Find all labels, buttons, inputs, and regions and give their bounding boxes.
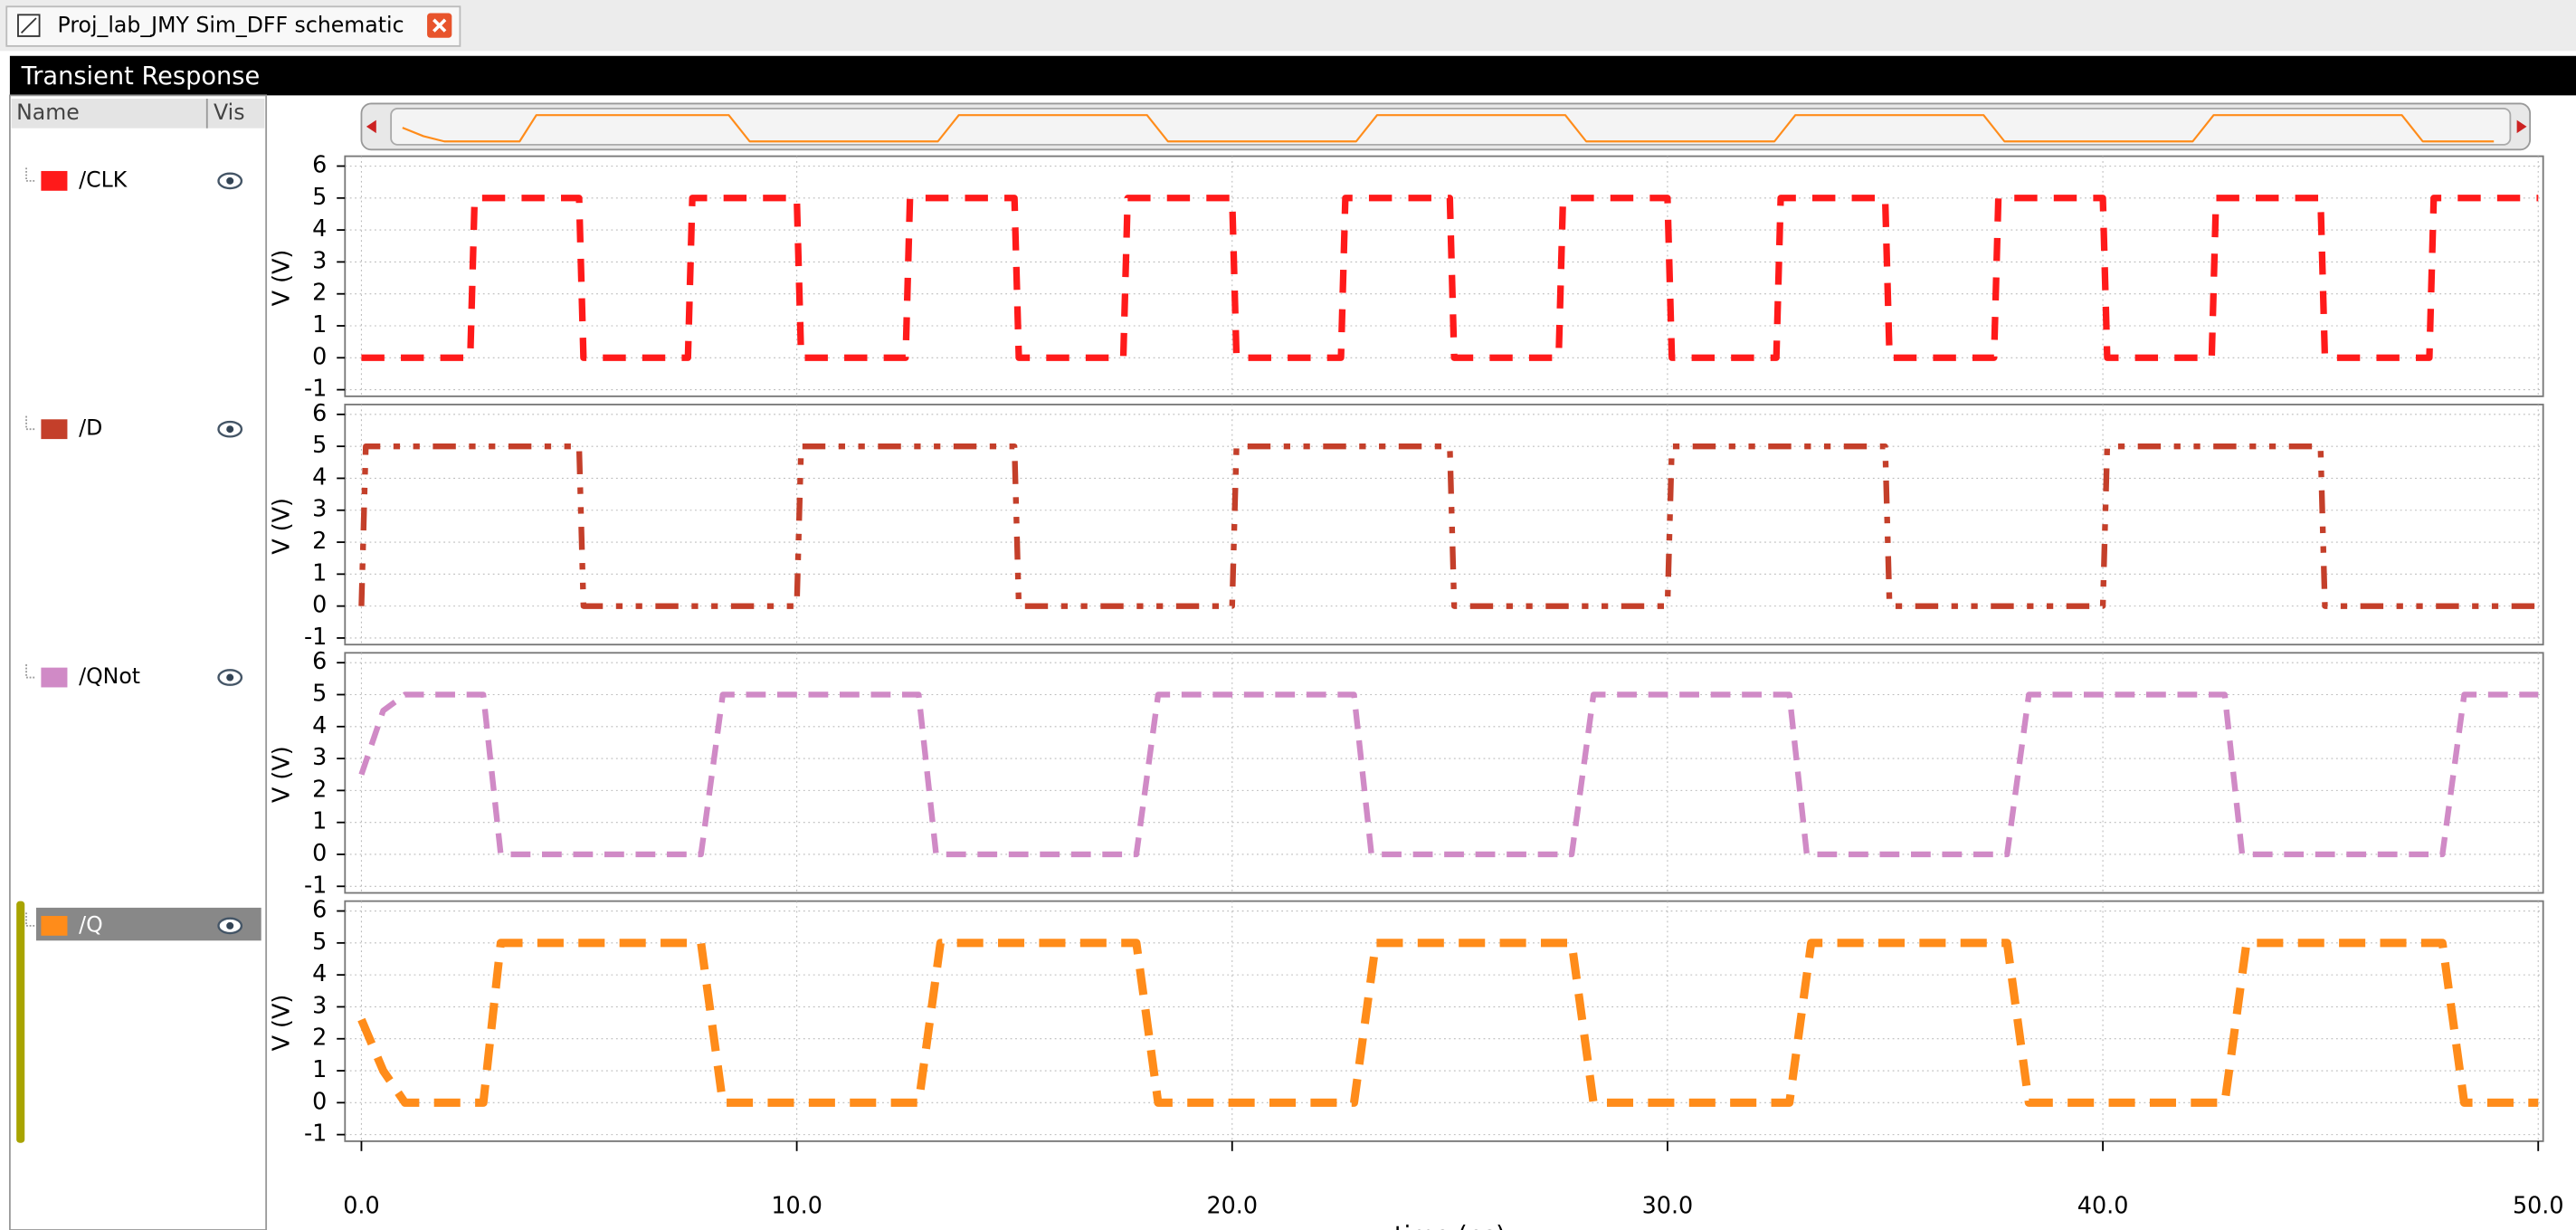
y-tick-label: 1 [312,558,327,586]
waveform [358,691,2539,858]
plot-frame [344,900,2544,1142]
x-tick-label: 10.0 [771,1192,822,1219]
list-header [11,99,265,129]
x-tick-label: 0.0 [343,1192,379,1219]
legend-label: /CLK [79,167,128,192]
panel-title-bar [9,55,2576,96]
y-tick-label: 2 [312,527,327,554]
legend-label: /D [79,415,102,441]
y-tick-label: 3 [312,246,327,273]
legend-swatch[interactable] [41,170,68,191]
y-tick-label: -1 [304,1120,327,1147]
legend-swatch[interactable] [41,915,68,936]
scrollbar-thumb[interactable] [390,108,2512,146]
y-tick-label: 3 [312,743,327,770]
legend-label: /Q [79,911,103,937]
y-tick-label: -1 [304,871,327,898]
y-tick-label: 4 [312,462,327,490]
y-axis-label: V (V) [267,995,294,1052]
tab-close-x [433,18,447,33]
visibility-pupil [226,176,234,185]
y-tick-label: -1 [304,623,327,650]
legend-label: /QNot [79,663,140,689]
y-tick-label: 6 [312,150,327,177]
legend-swatch[interactable] [41,419,68,440]
waveform [361,195,2539,361]
y-tick-label: 1 [312,807,327,834]
panel-title: Transient Response [21,62,261,91]
y-tick-label: 0 [312,1087,327,1114]
waveform [357,939,2539,1107]
visibility-pupil [226,425,234,434]
y-axis-label: V (V) [267,498,294,555]
tab-title: Proj_lab_JMY Sim_DFF schematic [58,13,404,38]
y-axis-label: V (V) [267,250,294,307]
signal-list [8,94,268,1230]
y-tick-label: 3 [312,991,327,1018]
x-tick-label: 30.0 [1642,1192,1694,1219]
y-tick-label: 5 [312,928,327,955]
y-tick-label: 0 [312,342,327,369]
visibility-pupil [226,673,234,682]
x-axis-label: time (ns) [1394,1222,1506,1230]
tab-icon-stroke [20,17,37,33]
y-tick-label: -1 [304,375,327,402]
y-axis-label: V (V) [267,746,294,803]
y-tick-label: 1 [312,1055,327,1082]
overview-waveform [402,114,2495,143]
x-tick-label: 50.0 [2513,1192,2564,1219]
y-tick-label: 0 [312,839,327,866]
y-tick-label: 5 [312,431,327,458]
y-tick-label: 6 [312,647,327,674]
y-tick-label: 2 [312,775,327,802]
y-tick-label: 1 [312,310,327,338]
y-tick-label: 3 [312,495,327,522]
x-tick-label: 20.0 [1206,1192,1258,1219]
y-tick-label: 4 [312,215,327,242]
visibility-pupil [226,921,234,930]
header-name: Name [16,100,80,125]
y-tick-label: 4 [312,711,327,739]
y-tick-label: 0 [312,591,327,618]
selection-bar [16,901,25,1143]
x-tick-label: 40.0 [2077,1192,2129,1219]
y-tick-label: 6 [312,896,327,923]
y-tick-label: 6 [312,399,327,426]
y-tick-label: 5 [312,679,327,706]
y-tick-label: 2 [312,1024,327,1051]
plot-frame [344,652,2544,894]
y-tick-label: 4 [312,959,327,987]
y-tick-label: 2 [312,279,327,306]
tab[interactable] [5,5,461,47]
y-tick-label: 5 [312,183,327,210]
header-vis: Vis [214,100,244,125]
legend-swatch[interactable] [41,667,68,688]
